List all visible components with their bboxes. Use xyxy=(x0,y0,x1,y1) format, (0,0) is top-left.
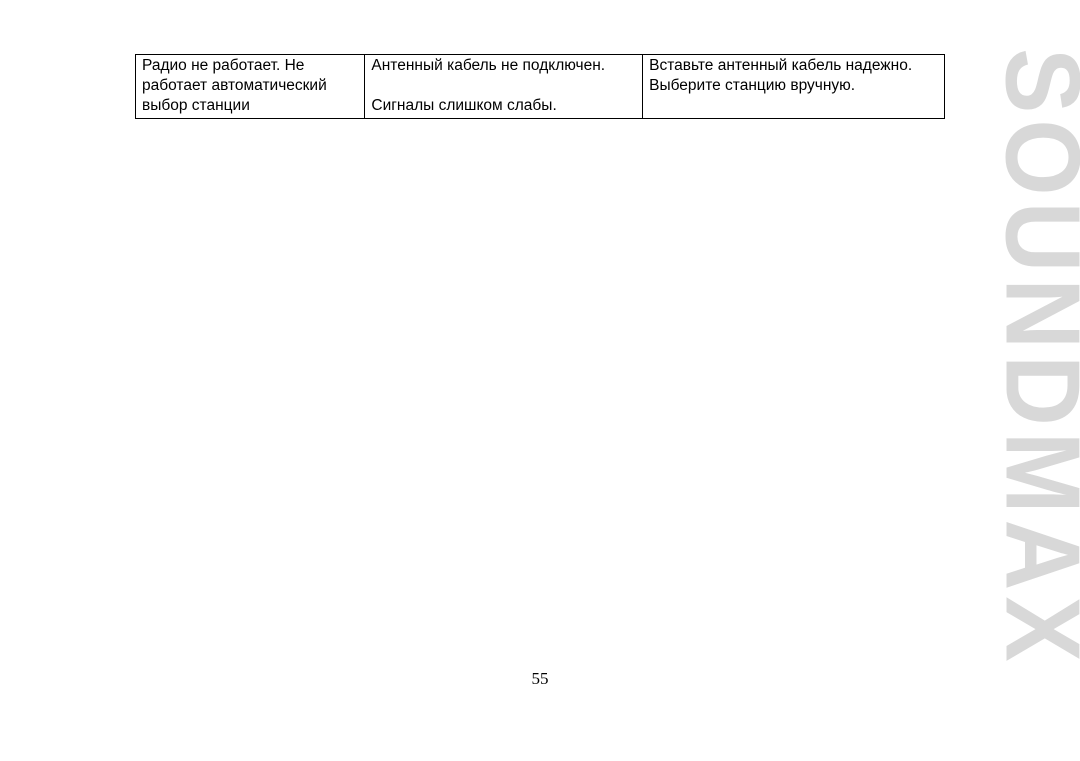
solution-line-1: Вставьте антенный кабель надежно. xyxy=(649,56,938,76)
cause-line-2: Сигналы слишком слабы. xyxy=(371,96,636,116)
cell-solution: Вставьте антенный кабель надежно. Выбери… xyxy=(643,55,945,119)
table-row: Радио не работает. Не работает автоматич… xyxy=(136,55,945,119)
content-area: Радио не работает. Не работает автоматич… xyxy=(135,54,945,119)
brand-watermark: SOUNDMAX xyxy=(990,48,1080,668)
cell-cause: Антенный кабель не подключен. Сигналы сл… xyxy=(365,55,643,119)
solution-line-2: Выберите станцию вручную. xyxy=(649,76,938,96)
spacer xyxy=(371,76,636,96)
page-number: 55 xyxy=(0,669,1080,689)
cell-problem: Радио не работает. Не работает автоматич… xyxy=(136,55,365,119)
document-page: Радио не работает. Не работает автоматич… xyxy=(0,0,1080,761)
cause-line-1: Антенный кабель не подключен. xyxy=(371,56,636,76)
troubleshooting-table: Радио не работает. Не работает автоматич… xyxy=(135,54,945,119)
